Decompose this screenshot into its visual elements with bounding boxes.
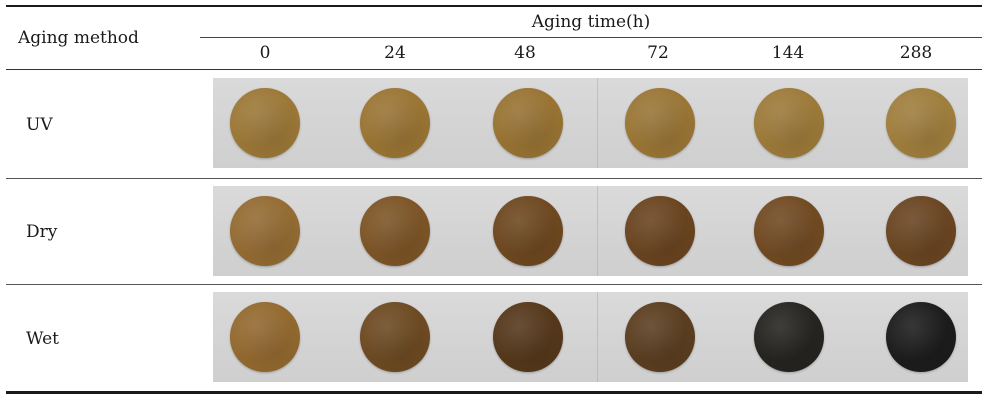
sample-disc xyxy=(886,88,956,158)
sample-disc xyxy=(360,88,430,158)
sample-photo-wet xyxy=(213,292,968,382)
sample-disc xyxy=(493,302,563,372)
row-label-uv: UV xyxy=(26,115,53,135)
row-separator xyxy=(6,284,982,285)
sample-disc xyxy=(230,302,300,372)
row-separator xyxy=(6,178,982,179)
sample-disc xyxy=(886,196,956,266)
sample-photo-uv xyxy=(213,78,968,168)
sample-disc xyxy=(754,196,824,266)
time-col-144: 144 xyxy=(771,43,805,63)
sample-disc xyxy=(230,88,300,158)
sample-disc xyxy=(886,302,956,372)
header-aging-method: Aging method xyxy=(18,28,139,48)
sample-photo-dry xyxy=(213,186,968,276)
sample-disc xyxy=(625,302,695,372)
sample-disc xyxy=(493,196,563,266)
sample-disc xyxy=(754,302,824,372)
sample-disc xyxy=(625,196,695,266)
time-col-48: 48 xyxy=(514,43,536,63)
table-bottom-rule xyxy=(6,391,982,394)
table-top-rule xyxy=(6,5,982,7)
sample-disc xyxy=(625,88,695,158)
header-bottom-rule xyxy=(6,69,982,70)
row-label-dry: Dry xyxy=(26,222,58,242)
sample-disc xyxy=(360,196,430,266)
time-col-288: 288 xyxy=(899,43,933,63)
header-aging-time: Aging time(h) xyxy=(531,12,651,32)
time-col-0: 0 xyxy=(259,43,271,63)
sample-disc xyxy=(360,302,430,372)
time-col-72: 72 xyxy=(647,43,669,63)
time-col-24: 24 xyxy=(384,43,406,63)
sample-disc xyxy=(230,196,300,266)
row-label-wet: Wet xyxy=(26,329,59,349)
sample-disc xyxy=(754,88,824,158)
sample-disc xyxy=(493,88,563,158)
header-subrule xyxy=(200,37,982,38)
